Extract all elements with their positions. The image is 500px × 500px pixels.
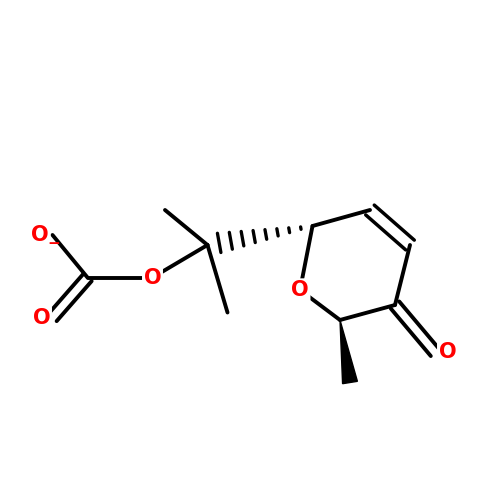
Text: O: O bbox=[438, 342, 456, 362]
Text: O: O bbox=[32, 308, 50, 328]
Text: O: O bbox=[291, 280, 309, 300]
Polygon shape bbox=[340, 320, 357, 384]
Text: O: O bbox=[144, 268, 162, 287]
Text: O: O bbox=[31, 225, 49, 245]
Text: −: − bbox=[48, 236, 60, 252]
